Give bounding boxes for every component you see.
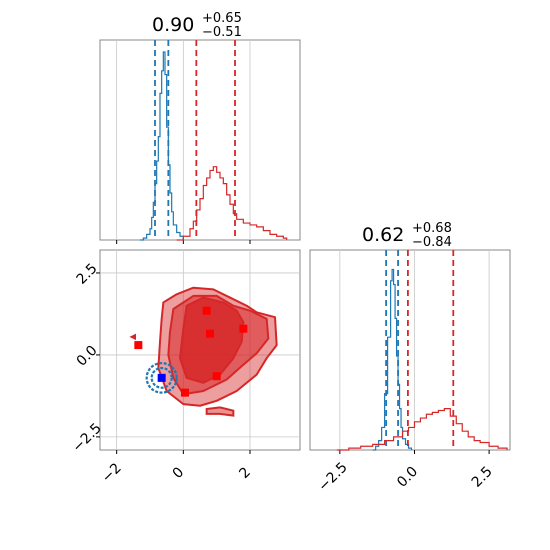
joint-x-tick-labels: −2 0 2: [99, 460, 254, 486]
right-panel-content: [336, 250, 508, 454]
blue-contour: [145, 362, 178, 394]
top-title-median: 0.90: [152, 14, 194, 36]
right-marginal-panel: [309, 249, 511, 454]
joint-y-tick-label: 2.5: [74, 261, 101, 288]
red-marker: [181, 388, 189, 397]
red-contour-island: [205, 406, 235, 417]
right-red-histogram: [336, 408, 508, 451]
right-panel-title: 0.62 +0.68 −0.84: [362, 221, 452, 250]
right-x-tick-label: 0.0: [394, 464, 421, 491]
joint-panel-content: [96, 250, 300, 454]
top-title-lower: −0.51: [202, 25, 242, 40]
joint-panel-frame: [99, 249, 301, 451]
joint-x-tick-label: −2: [99, 460, 125, 486]
blue-marker: [157, 373, 166, 382]
right-title-upper: +0.68: [412, 221, 452, 236]
right-title-lower: −0.84: [412, 235, 452, 250]
top-red-histogram: [176, 166, 288, 241]
top-panel-frame: [99, 39, 301, 241]
right-blue-histogram: [372, 268, 413, 451]
right-x-tick-label: 2.5: [469, 464, 496, 491]
top-title-upper: +0.65: [202, 11, 242, 26]
red-contour-inner: [179, 296, 245, 384]
red-marker: [239, 324, 248, 333]
top-panel-title: 0.90 +0.65 −0.51: [152, 11, 242, 40]
blue-contour: [150, 366, 173, 389]
red-contour-island: [129, 333, 136, 341]
red-marker: [212, 372, 221, 381]
red-marker: [134, 341, 143, 350]
right-title-median: 0.62: [362, 224, 404, 246]
joint-panel: [96, 249, 301, 454]
top-marginal-panel: [99, 39, 301, 244]
joint-y-tick-label: 0.0: [74, 343, 101, 370]
joint-x-tick-label: 2: [236, 464, 254, 482]
right-x-tick-label: −2.5: [315, 459, 350, 494]
red-marker: [202, 306, 211, 315]
top-panel-content: [116, 40, 288, 244]
right-panel-frame: [309, 249, 511, 451]
red-marker: [206, 329, 214, 338]
right-x-tick-labels: −2.5 0.0 2.5: [315, 459, 495, 494]
top-blue-histogram: [140, 51, 184, 241]
joint-x-tick-label: 0: [170, 464, 188, 482]
